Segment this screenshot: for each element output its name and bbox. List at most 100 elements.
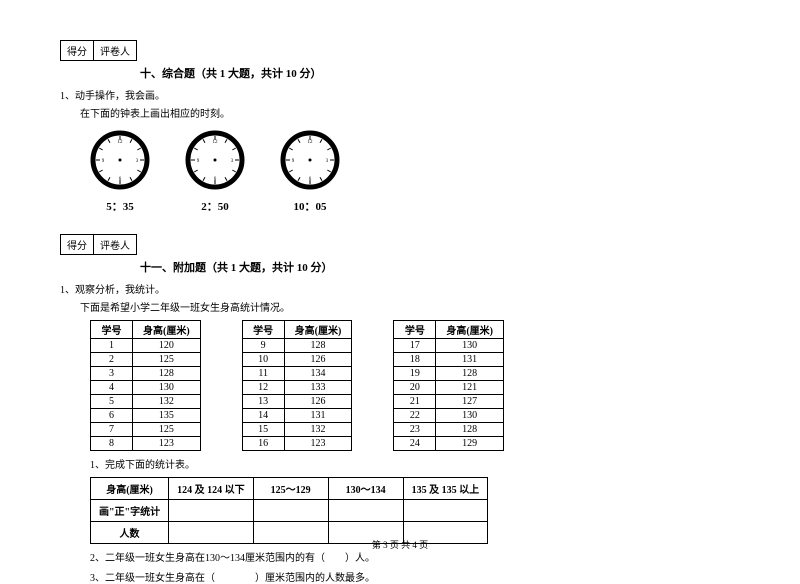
gap	[200, 321, 242, 339]
clock-3: 12 3 6 9	[280, 130, 340, 190]
cell-height: 132	[133, 395, 201, 409]
cell-id: 23	[394, 423, 436, 437]
cell-height: 132	[284, 423, 352, 437]
cell-height: 134	[284, 367, 352, 381]
summary-header: 身高(厘米) 124 及 124 以下 125～129 130～134 135 …	[91, 478, 488, 500]
cell-height: 125	[133, 423, 201, 437]
clock-3-label: 10：05	[294, 198, 327, 214]
gap	[200, 423, 242, 437]
q11-number: 1、观察分析，我统计。	[60, 281, 740, 296]
cell-id: 14	[242, 409, 284, 423]
gap	[200, 409, 242, 423]
gap	[352, 339, 394, 353]
cell-id: 1	[91, 339, 133, 353]
summary-table: 身高(厘米) 124 及 124 以下 125～129 130～134 135 …	[90, 477, 488, 544]
cell-height: 128	[284, 339, 352, 353]
cell-id: 22	[394, 409, 436, 423]
cell-height: 130	[436, 409, 504, 423]
cell-height: 127	[436, 395, 504, 409]
cell-blank	[328, 500, 403, 522]
clock-2: 12 3 6 9	[185, 130, 245, 190]
gap	[200, 339, 242, 353]
table-row: 1120912817130	[91, 339, 504, 353]
cell-id: 7	[91, 423, 133, 437]
cell-height: 129	[436, 437, 504, 451]
table-row: 81231612324129	[91, 437, 504, 451]
clock-group-3: 12 3 6 9 10：05	[280, 130, 340, 214]
section-10: 得分 评卷人 十、综合题（共 1 大题，共计 10 分） 1、动手操作，我会画。…	[60, 40, 740, 214]
table-header-row: 学号 身高(厘米) 学号 身高(厘米) 学号 身高(厘米)	[91, 321, 504, 339]
table-row: 51321312621127	[91, 395, 504, 409]
cell-height: 123	[284, 437, 352, 451]
cell-id: 18	[394, 353, 436, 367]
score-label: 得分	[61, 235, 94, 254]
clock-icon: 12 3 6 9	[280, 130, 340, 190]
clock-icon: 12 3 6 9	[185, 130, 245, 190]
cell-height: 126	[284, 353, 352, 367]
th-height: 身高(厘米)	[133, 321, 201, 339]
q1-text: 在下面的钟表上画出相应的时刻。	[80, 105, 740, 120]
gap	[352, 409, 394, 423]
table-row: 31281113419128	[91, 367, 504, 381]
cell-blank	[253, 500, 328, 522]
cell-id: 20	[394, 381, 436, 395]
cell-height: 126	[284, 395, 352, 409]
table-row: 61351413122130	[91, 409, 504, 423]
q11-text: 下面是希望小学二年级一班女生身高统计情况。	[80, 299, 740, 314]
gap	[352, 381, 394, 395]
grader-label: 评卷人	[94, 41, 136, 60]
cell-height: 131	[436, 353, 504, 367]
cell-height: 130	[133, 381, 201, 395]
clock-1: 12 3 6 9	[90, 130, 150, 190]
sum-h4: 135 及 135 以上	[403, 478, 488, 500]
th-id: 学号	[394, 321, 436, 339]
section-11-title: 十一、附加题（共 1 大题，共计 10 分）	[60, 259, 740, 275]
gap	[352, 437, 394, 451]
score-label: 得分	[61, 41, 94, 60]
cell-id: 15	[242, 423, 284, 437]
section-11: 得分 评卷人 十一、附加题（共 1 大题，共计 10 分） 1、观察分析，我统计…	[60, 234, 740, 584]
gap	[200, 381, 242, 395]
cell-id: 8	[91, 437, 133, 451]
cell-height: 121	[436, 381, 504, 395]
cell-blank	[403, 500, 488, 522]
sum-h0: 身高(厘米)	[91, 478, 169, 500]
cell-id: 2	[91, 353, 133, 367]
gap	[352, 423, 394, 437]
cell-id: 4	[91, 381, 133, 395]
score-box-2: 得分 评卷人	[60, 234, 137, 255]
cell-id: 21	[394, 395, 436, 409]
q1-number: 1、动手操作，我会画。	[60, 87, 740, 102]
clock-group-2: 12 3 6 9 2：50	[185, 130, 245, 214]
cell-blank	[169, 500, 254, 522]
svg-text:12: 12	[308, 140, 314, 145]
cell-height: 125	[133, 353, 201, 367]
gap	[352, 353, 394, 367]
cell-id: 16	[242, 437, 284, 451]
summary-row-tally: 画"正"字统计	[91, 500, 488, 522]
cell-id: 11	[242, 367, 284, 381]
cell-id: 3	[91, 367, 133, 381]
gap	[200, 367, 242, 381]
cell-height: 128	[133, 367, 201, 381]
cell-height: 128	[436, 423, 504, 437]
cell-id: 12	[242, 381, 284, 395]
cell-id: 5	[91, 395, 133, 409]
table-row: 4130 12133 20121	[91, 381, 504, 395]
sub-q1: 1、完成下面的统计表。	[90, 456, 740, 471]
clocks-row: 12 3 6 9 5：35	[90, 130, 740, 214]
cell-id: 10	[242, 353, 284, 367]
clock-icon: 12 3 6 9	[90, 130, 150, 190]
th-height: 身高(厘米)	[284, 321, 352, 339]
gap	[352, 395, 394, 409]
cell-height: 133	[284, 381, 352, 395]
cell-id: 6	[91, 409, 133, 423]
cell-id: 24	[394, 437, 436, 451]
gap	[352, 321, 394, 339]
th-id: 学号	[91, 321, 133, 339]
section-10-title: 十、综合题（共 1 大题，共计 10 分）	[60, 65, 740, 81]
gap	[200, 395, 242, 409]
th-height: 身高(厘米)	[436, 321, 504, 339]
sum-h3: 130～134	[328, 478, 403, 500]
sum-h1: 124 及 124 以下	[169, 478, 254, 500]
